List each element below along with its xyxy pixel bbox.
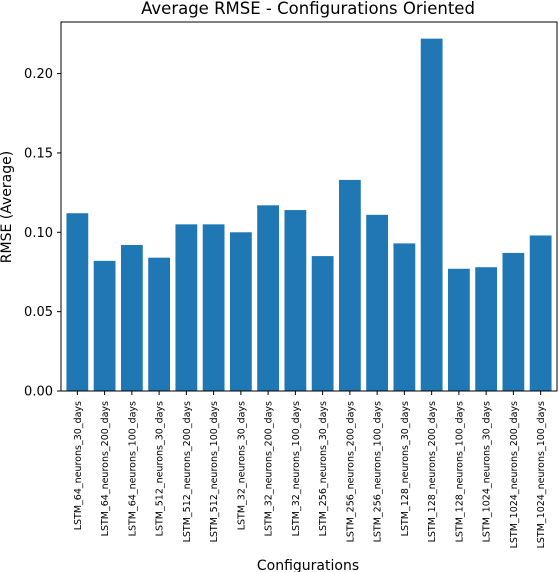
bar-LSTM_128_neurons_100_days bbox=[447, 268, 470, 391]
bar-LSTM_512_neurons_100_days bbox=[202, 224, 225, 391]
bar-LSTM_256_neurons_200_days bbox=[338, 179, 361, 391]
bar-LSTM_256_neurons_100_days bbox=[366, 214, 389, 391]
x-tick-label: LSTM_128_neurons_30_days bbox=[400, 401, 411, 536]
bar-LSTM_64_neurons_100_days bbox=[120, 244, 143, 391]
y-axis: 0.00 0.05 0.10 0.15 0.20 bbox=[24, 67, 61, 400]
x-tick-label: LSTM_1024_neurons_200_days bbox=[509, 401, 520, 548]
y-tick-label: 0.15 bbox=[24, 146, 53, 161]
bar-LSTM_512_neurons_200_days bbox=[175, 224, 198, 391]
bar-LSTM_32_neurons_30_days bbox=[229, 232, 252, 391]
bar-LSTM_1024_neurons_200_days bbox=[502, 252, 525, 391]
chart-title: Average RMSE - Configurations Oriented bbox=[141, 0, 475, 18]
bar-LSTM_128_neurons_200_days bbox=[420, 38, 443, 391]
x-tick-label: LSTM_512_neurons_30_days bbox=[155, 401, 166, 536]
x-tick-label: LSTM_128_neurons_100_days bbox=[454, 401, 465, 542]
plot-frame bbox=[60, 21, 558, 392]
x-tick-label: LSTM_256_neurons_30_days bbox=[318, 401, 329, 536]
x-tick-label: LSTM_64_neurons_30_days bbox=[73, 401, 84, 530]
y-tick-label: 0.10 bbox=[24, 226, 53, 241]
bar-LSTM_64_neurons_30_days bbox=[66, 213, 89, 391]
bar-LSTM_1024_neurons_30_days bbox=[475, 267, 498, 391]
bar-LSTM_32_neurons_200_days bbox=[257, 205, 280, 391]
x-tick-label: LSTM_256_neurons_200_days bbox=[345, 401, 356, 542]
x-axis: LSTM_64_neurons_30_days LSTM_64_neurons_2… bbox=[73, 391, 547, 548]
x-tick-label: LSTM_32_neurons_30_days bbox=[236, 401, 247, 530]
y-tick-label: 0.05 bbox=[24, 305, 53, 320]
bar-LSTM_128_neurons_30_days bbox=[393, 243, 416, 391]
x-axis-label: Configurations bbox=[257, 558, 359, 572]
y-tick-label: 0.20 bbox=[24, 67, 53, 82]
y-tick-label: 0.00 bbox=[24, 385, 53, 400]
x-tick-label: LSTM_1024_neurons_30_days bbox=[482, 401, 493, 542]
x-tick-label: LSTM_128_neurons_200_days bbox=[427, 401, 438, 542]
x-tick-label: LSTM_32_neurons_100_days bbox=[291, 401, 302, 536]
bar-LSTM_64_neurons_200_days bbox=[93, 260, 116, 391]
x-tick-label: LSTM_32_neurons_200_days bbox=[264, 401, 275, 536]
x-tick-label: LSTM_512_neurons_100_days bbox=[209, 401, 220, 542]
x-tick-label: LSTM_64_neurons_200_days bbox=[100, 401, 111, 536]
x-tick-label: LSTM_256_neurons_100_days bbox=[373, 401, 384, 542]
bar-LSTM_32_neurons_100_days bbox=[284, 210, 307, 391]
bars-group bbox=[66, 38, 552, 391]
bar-LSTM_512_neurons_30_days bbox=[148, 257, 171, 391]
bar-LSTM_1024_neurons_100_days bbox=[529, 235, 552, 391]
x-tick-label: LSTM_1024_neurons_100_days bbox=[536, 401, 547, 548]
y-axis-label: RMSE (Average) bbox=[0, 151, 15, 263]
x-tick-label: LSTM_64_neurons_100_days bbox=[127, 401, 138, 536]
x-tick-label: LSTM_512_neurons_200_days bbox=[182, 401, 193, 542]
bar-LSTM_256_neurons_30_days bbox=[311, 256, 334, 391]
